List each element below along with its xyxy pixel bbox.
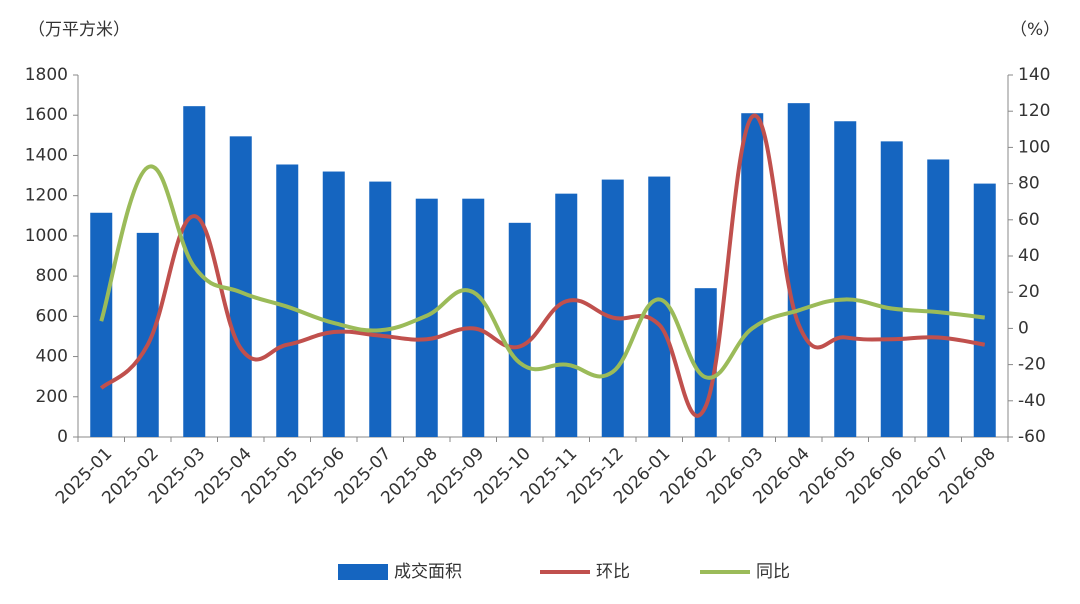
legend-label: 成交面积	[394, 562, 462, 582]
y-unit: （万平方米）	[28, 20, 130, 40]
y-tick-label: 400	[36, 347, 68, 367]
y2-tick-label: -40	[1018, 391, 1046, 411]
y2-tick-label: 100	[1018, 137, 1050, 157]
y-tick-label: 200	[36, 387, 68, 407]
bar	[183, 106, 206, 437]
legend-swatch	[338, 564, 388, 580]
y-tick-label: 1800	[25, 65, 68, 85]
bar	[369, 181, 392, 437]
y2-tick-label: 40	[1018, 246, 1040, 266]
y2-tick-label: -20	[1018, 355, 1046, 375]
bar	[834, 121, 857, 437]
bar	[555, 193, 578, 437]
bar	[276, 164, 299, 437]
bar	[648, 176, 671, 438]
bar	[136, 232, 159, 437]
bar	[880, 141, 903, 437]
bar	[462, 198, 485, 437]
y2-tick-label: 0	[1018, 318, 1029, 338]
line	[99, 164, 985, 380]
bar	[601, 179, 624, 438]
bar	[694, 288, 717, 437]
bar	[229, 136, 252, 438]
bar	[973, 183, 996, 437]
y2-tick-label: 60	[1018, 210, 1040, 230]
legend-label: 同比	[756, 562, 790, 582]
y-tick-label: 600	[36, 306, 68, 326]
bar	[90, 212, 113, 437]
y2-tick-label: 140	[1018, 65, 1050, 85]
y-tick-label: 0	[57, 427, 68, 447]
y-tick-label: 800	[36, 266, 68, 286]
bar	[741, 113, 764, 437]
y2-tick-label: -60	[1018, 427, 1046, 447]
y-tick-label: 1600	[25, 105, 68, 125]
bar	[927, 159, 950, 437]
y-tick-label: 1200	[25, 186, 68, 206]
legend-label: 环比	[596, 562, 630, 582]
bar	[508, 222, 531, 437]
y-tick-label: 1400	[25, 145, 68, 165]
y2-tick-label: 20	[1018, 282, 1040, 302]
y2-tick-label: 120	[1018, 101, 1050, 121]
bar	[787, 103, 810, 438]
y-tick-label: 1000	[25, 226, 68, 246]
y2-tick-label: 80	[1018, 174, 1040, 194]
bar	[322, 171, 345, 438]
line	[99, 113, 986, 418]
y2-unit: （%）	[1010, 20, 1060, 40]
